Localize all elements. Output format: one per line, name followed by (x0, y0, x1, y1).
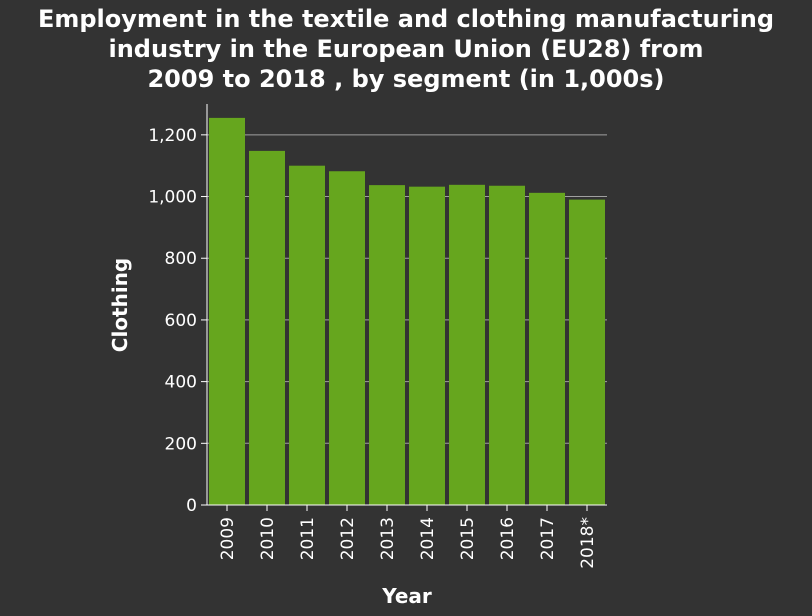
bars (209, 117, 605, 506)
x-tick-label: 2017 (538, 517, 558, 560)
y-tick-label: 200 (165, 434, 197, 454)
x-tick-label: 2018* (578, 517, 598, 569)
x-tick-label: 2015 (458, 517, 478, 560)
bar-2009 (209, 117, 245, 505)
y-tick-label: 1,000 (148, 188, 197, 208)
bar-2014 (409, 186, 445, 505)
bar-2017 (529, 192, 565, 506)
x-tick-label: 2016 (498, 517, 518, 560)
bar-2013 (369, 185, 405, 506)
axes (206, 104, 607, 506)
y-tick-label: 800 (165, 249, 197, 269)
chart-title: Employment in the textile and clothing m… (37, 5, 775, 93)
x-tick-labels: 2009 2010 2011 2012 2013 2014 2015 2016 2017 2018… (218, 505, 598, 569)
bar-2012 (329, 171, 365, 505)
y-tick-label: 600 (165, 311, 197, 331)
x-tick-label: 2010 (258, 517, 278, 560)
x-tick-label: 2009 (218, 517, 238, 560)
x-tick-label: 2012 (338, 517, 358, 560)
bar-2018 (569, 199, 605, 505)
y-tick-label: 1,200 (148, 126, 197, 146)
y-tick-labels: 0 200 400 600 800 1,000 1,200 (148, 126, 207, 516)
x-tick-label: 2013 (378, 517, 398, 560)
y-axis-label: Clothing (108, 258, 132, 352)
y-tick-label: 400 (165, 373, 197, 393)
y-tick-label: 0 (186, 496, 197, 516)
x-tick-label: 2014 (418, 517, 438, 560)
x-tick-label: 2011 (298, 517, 318, 560)
bar-2016 (489, 185, 525, 505)
x-axis-label: Year (381, 584, 432, 608)
bar-2010 (249, 150, 285, 505)
bar-2015 (449, 184, 485, 505)
bar-2011 (289, 165, 325, 505)
